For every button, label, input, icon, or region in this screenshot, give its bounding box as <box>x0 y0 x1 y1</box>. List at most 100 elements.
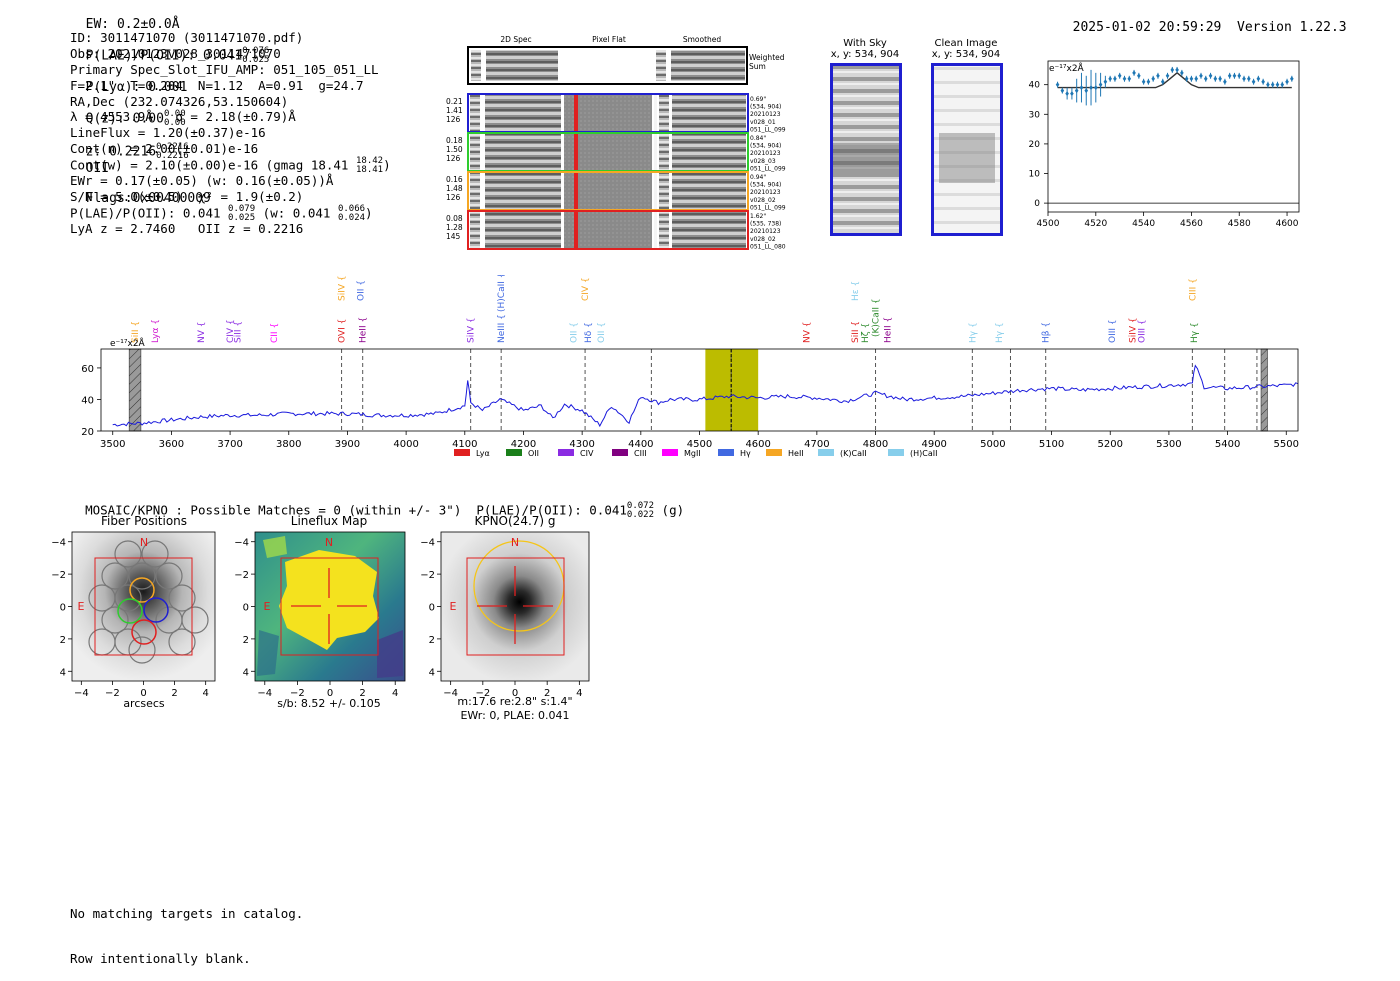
info-plae-hi: 0.079 <box>228 203 256 214</box>
legend-swatch <box>766 449 782 456</box>
info-sn: S/N = 5.0(±0.5) χ² = 1.9(±0.2) <box>70 188 304 204</box>
zoom-xtick-label: 4500 <box>1037 219 1060 229</box>
zoom-ytick-label: 30 <box>1029 110 1041 120</box>
cutout-left-label: 0.21 <box>446 97 463 106</box>
lineflux-title: Lineflux Map <box>291 514 367 528</box>
weighted-sum-strip <box>467 46 748 85</box>
main-xtick-label: 3600 <box>159 439 184 450</box>
kpno-panel: KPNO(24.7) g N E −4 4 −2 2 0 0 2 −2 4 −4 m:17.6 r… <box>420 514 590 722</box>
fiber-north: N <box>140 536 148 549</box>
line-id-label: OIII { <box>1108 319 1118 343</box>
zoom-ytick-label: 20 <box>1029 140 1041 150</box>
cutout-right-label: 051_LL_099 <box>750 165 786 172</box>
zoom-spectrum-chart: e⁻¹⁷x2Å 4500 4520 4540 4560 4580 4600 0 10 20 30 4… <box>1029 60 1300 229</box>
main-xtick-label: 5300 <box>1156 439 1181 450</box>
cutout-right-label: 0.84" <box>750 135 766 142</box>
cutout-left-label: 145 <box>446 232 461 241</box>
legend-swatch <box>558 449 574 456</box>
zoom-point <box>1117 73 1122 79</box>
z-lo: 0.2216 <box>156 151 189 161</box>
info-plae-lo: 0.025 <box>228 212 256 223</box>
zoom-xtick-label: 4580 <box>1228 219 1251 229</box>
line-id-label: OII { <box>597 322 607 343</box>
info-lambda: λ = 4553.9Å σ = 2.18(±0.79)Å <box>70 109 296 125</box>
zoom-point <box>1098 82 1103 88</box>
panel-ytick-label: −4 <box>234 538 249 549</box>
info-fparams: F=2.1" T=0.204 N=1.12 A=0.91 g=24.7 <box>70 77 364 93</box>
panel-ytick-label: 4 <box>243 667 249 678</box>
zoom-model-line <box>1057 71 1292 89</box>
cutout-left-label: 0.16 <box>446 175 463 184</box>
legend-label: (K)CaII <box>840 449 867 458</box>
col-smoothed: Smoothed <box>683 35 722 44</box>
panel-ytick-label: −2 <box>51 570 66 581</box>
line-id-label: OVI { <box>338 319 348 343</box>
main-xtick-label: 3800 <box>276 439 301 450</box>
lineflux-east: E <box>264 600 271 613</box>
info-block: ID: 3011471070 (3011471070.pdf) Obs: 202… <box>70 30 391 237</box>
main-xtick-label: 4500 <box>687 439 712 450</box>
fiber-box <box>94 557 193 656</box>
zoom-point <box>1070 90 1074 97</box>
cutout-right-label: 051_LL_099 <box>750 204 786 211</box>
matches-end: (g) <box>661 502 685 518</box>
panel-xtick-label: 2 <box>544 688 550 699</box>
line-id-label: SiIV { <box>467 317 477 343</box>
legend-swatch <box>888 449 904 456</box>
cutout-left-label: 126 <box>446 115 461 124</box>
kpno-title: KPNO(24.7) g <box>474 514 555 528</box>
main-xtick-label: 4000 <box>393 439 418 450</box>
line-id-label: SiIV { <box>338 275 348 301</box>
main-xtick-label: 4600 <box>745 439 770 450</box>
line-id-label: SiIV { <box>1129 317 1139 343</box>
panel-ytick-label: 4 <box>429 667 435 678</box>
kpno-east: E <box>450 600 457 613</box>
legend-swatch <box>662 449 678 456</box>
contw-lo: 18.41 <box>355 165 384 176</box>
main-xtick-label: 5400 <box>1215 439 1240 450</box>
fiber-red <box>131 619 157 645</box>
zoom-ytick-label: 0 <box>1034 199 1040 209</box>
legend-swatch <box>718 449 734 456</box>
panel-ytick-label: 0 <box>243 603 249 614</box>
kpno-stats: m:17.6 re:2.8" s:1.4" <box>457 695 572 708</box>
main-xtick-label: 5100 <box>1039 439 1064 450</box>
contw-end: ) <box>383 157 391 173</box>
footer-line2: Row intentionally blank. <box>70 951 251 966</box>
fiber-xlabel: arcsecs <box>123 697 165 710</box>
line-id-label: HeII { <box>883 317 893 343</box>
panel-xtick-label: 4 <box>576 688 582 699</box>
legend-label: Lyα <box>476 449 490 458</box>
panel-ytick-label: 2 <box>60 635 66 646</box>
matches-line: MOSAIC/KPNO : Possible Matches = 0 (with… <box>70 487 684 520</box>
info-primary: Primary Spec_Slot_IFU_AMP: 051_105_051_L… <box>70 61 379 77</box>
zoom-point <box>1251 79 1256 85</box>
sum-label: Sum <box>749 62 766 71</box>
cutout-right-label: (534, 904) <box>750 143 781 150</box>
cutout-left-label: 126 <box>446 154 461 163</box>
main-xtick-label: 4800 <box>863 439 888 450</box>
cutout-right-label: 051_LL_080 <box>750 243 786 250</box>
panel-xtick-label: 0 <box>512 688 518 699</box>
line-id-label: Lyα { <box>151 319 161 343</box>
legend-label: (H)CaII <box>910 449 937 458</box>
legend-swatch <box>506 449 522 456</box>
zoom-point <box>1122 76 1127 82</box>
zoom-point <box>1256 76 1261 82</box>
weighted-label: Weighted <box>749 53 785 62</box>
lineflux-blob <box>279 550 379 650</box>
cutout-left-label: 1.28 <box>446 223 463 232</box>
panel-ytick-label: −2 <box>234 570 249 581</box>
with-sky-header: With Sky x, y: 534, 904 <box>830 38 900 60</box>
line-id-label: (H)CaII { <box>497 275 507 312</box>
main-xtick-label: 5000 <box>980 439 1005 450</box>
zoom-frame <box>1047 60 1300 213</box>
legend-label: Hγ <box>740 449 751 458</box>
line-id-label: CIII { <box>1188 278 1198 301</box>
main-ytick-label: 40 <box>81 395 94 406</box>
zoom-point <box>1227 73 1232 79</box>
cutout-right-label: v028_01 <box>750 119 776 126</box>
qz-lo: 0.00 <box>163 118 186 128</box>
